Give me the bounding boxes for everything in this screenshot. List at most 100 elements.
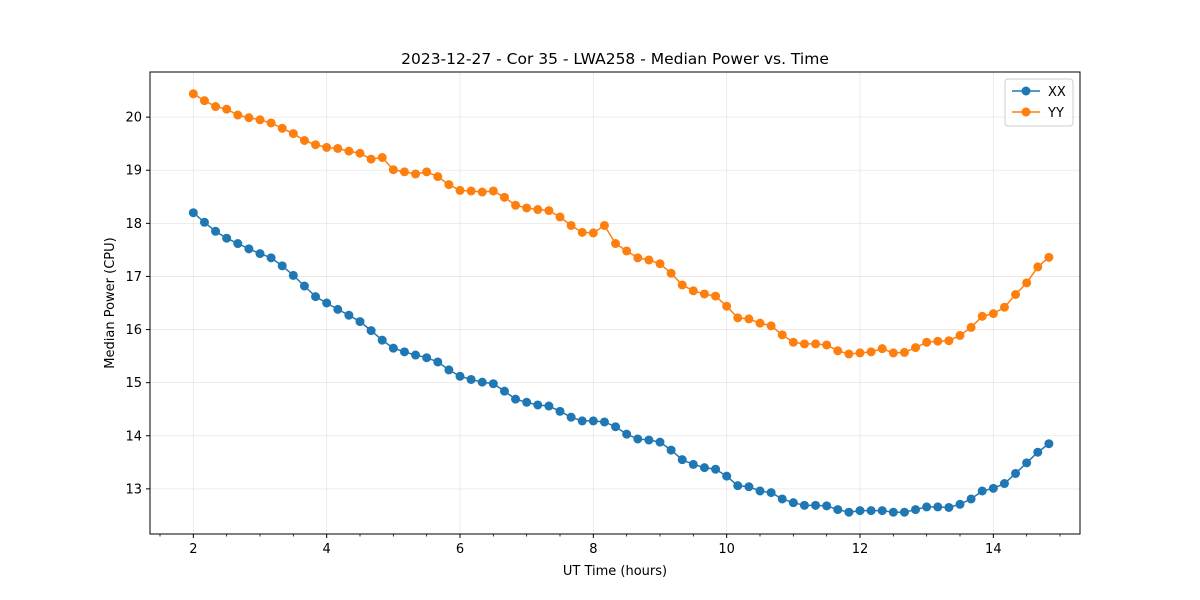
data-point-xx bbox=[322, 298, 332, 308]
data-point-xx bbox=[722, 471, 732, 481]
legend-marker-yy bbox=[1021, 107, 1031, 117]
data-point-yy bbox=[699, 289, 709, 299]
data-point-yy bbox=[922, 337, 932, 347]
data-point-yy bbox=[899, 347, 909, 357]
data-point-yy bbox=[1044, 252, 1054, 262]
data-point-yy bbox=[277, 123, 287, 133]
data-point-xx bbox=[877, 506, 887, 516]
data-point-xx bbox=[888, 507, 898, 517]
data-point-yy bbox=[799, 339, 809, 349]
data-point-yy bbox=[222, 104, 232, 114]
data-point-yy bbox=[977, 311, 987, 321]
data-point-xx bbox=[1022, 458, 1032, 468]
y-tick-label: 19 bbox=[125, 164, 142, 179]
data-point-xx bbox=[755, 486, 765, 496]
data-point-xx bbox=[955, 499, 965, 509]
data-point-xx bbox=[399, 347, 409, 357]
data-point-xx bbox=[688, 459, 698, 469]
data-point-xx bbox=[1033, 447, 1043, 457]
data-point-xx bbox=[1044, 439, 1054, 449]
data-point-xx bbox=[488, 379, 498, 389]
data-point-yy bbox=[399, 167, 409, 177]
chart-title: 2023-12-27 - Cor 35 - LWA258 - Median Po… bbox=[401, 50, 829, 68]
data-point-xx bbox=[699, 463, 709, 473]
data-point-yy bbox=[533, 205, 543, 215]
data-point-xx bbox=[588, 416, 598, 426]
x-tick-label: 10 bbox=[718, 542, 735, 557]
data-point-yy bbox=[511, 200, 521, 210]
data-point-xx bbox=[711, 464, 721, 474]
data-point-yy bbox=[744, 314, 754, 324]
data-point-yy bbox=[566, 220, 576, 230]
data-point-yy bbox=[811, 339, 821, 349]
data-point-yy bbox=[1033, 262, 1043, 272]
data-point-xx bbox=[333, 304, 343, 314]
y-axis: 13 14 15 16 17 18 19 20 bbox=[125, 111, 150, 497]
y-tick-label: 15 bbox=[125, 376, 142, 391]
data-point-xx bbox=[822, 501, 832, 511]
data-point-xx bbox=[444, 365, 454, 375]
data-point-yy bbox=[988, 309, 998, 319]
data-point-yy bbox=[344, 146, 354, 156]
data-point-xx bbox=[855, 506, 865, 516]
data-point-yy bbox=[633, 253, 643, 263]
data-point-xx bbox=[766, 488, 776, 498]
data-point-xx bbox=[244, 244, 254, 254]
data-point-yy bbox=[933, 336, 943, 346]
data-point-xx bbox=[677, 455, 687, 465]
data-point-xx bbox=[899, 507, 909, 517]
data-point-xx bbox=[744, 482, 754, 492]
y-tick-label: 20 bbox=[125, 111, 142, 126]
data-point-yy bbox=[477, 187, 487, 197]
data-point-yy bbox=[955, 330, 965, 340]
data-point-yy bbox=[999, 302, 1009, 312]
data-point-yy bbox=[422, 167, 432, 177]
data-point-yy bbox=[311, 140, 321, 150]
data-point-yy bbox=[266, 118, 276, 128]
data-point-xx bbox=[522, 397, 532, 407]
data-point-yy bbox=[455, 185, 465, 195]
data-point-yy bbox=[599, 220, 609, 230]
data-point-xx bbox=[566, 412, 576, 422]
data-point-xx bbox=[355, 317, 365, 327]
data-point-yy bbox=[233, 110, 243, 120]
data-point-xx bbox=[999, 479, 1009, 489]
data-point-xx bbox=[544, 401, 554, 411]
x-axis-label: UT Time (hours) bbox=[563, 564, 667, 579]
plot-frame bbox=[149, 71, 1081, 535]
data-point-xx bbox=[255, 249, 265, 259]
data-point-yy bbox=[255, 115, 265, 125]
data-point-yy bbox=[722, 301, 732, 311]
data-point-yy bbox=[622, 246, 632, 256]
data-point-yy bbox=[333, 143, 343, 153]
data-point-xx bbox=[299, 281, 309, 291]
data-point-xx bbox=[511, 394, 521, 404]
data-point-xx bbox=[344, 310, 354, 320]
data-point-yy bbox=[944, 336, 954, 346]
data-point-yy bbox=[822, 340, 832, 350]
x-tick-label: 2 bbox=[189, 542, 197, 557]
data-point-xx bbox=[266, 253, 276, 263]
data-point-yy bbox=[644, 255, 654, 265]
data-point-xx bbox=[466, 374, 476, 384]
data-point-yy bbox=[677, 280, 687, 290]
data-point-xx bbox=[277, 261, 287, 271]
data-point-yy bbox=[1022, 278, 1032, 288]
data-point-yy bbox=[577, 227, 587, 237]
data-point-xx bbox=[411, 350, 421, 360]
y-tick-label: 13 bbox=[125, 482, 142, 497]
data-point-yy bbox=[1011, 290, 1021, 299]
data-point-xx bbox=[966, 494, 976, 504]
series-layer bbox=[188, 89, 1054, 517]
data-point-yy bbox=[488, 186, 498, 196]
data-point-yy bbox=[288, 129, 298, 139]
data-point-xx bbox=[988, 483, 998, 493]
data-point-yy bbox=[444, 180, 454, 190]
data-point-xx bbox=[211, 226, 221, 236]
data-point-yy bbox=[755, 318, 765, 328]
data-point-yy bbox=[544, 206, 554, 216]
data-point-yy bbox=[788, 337, 798, 347]
data-point-xx bbox=[311, 292, 321, 302]
